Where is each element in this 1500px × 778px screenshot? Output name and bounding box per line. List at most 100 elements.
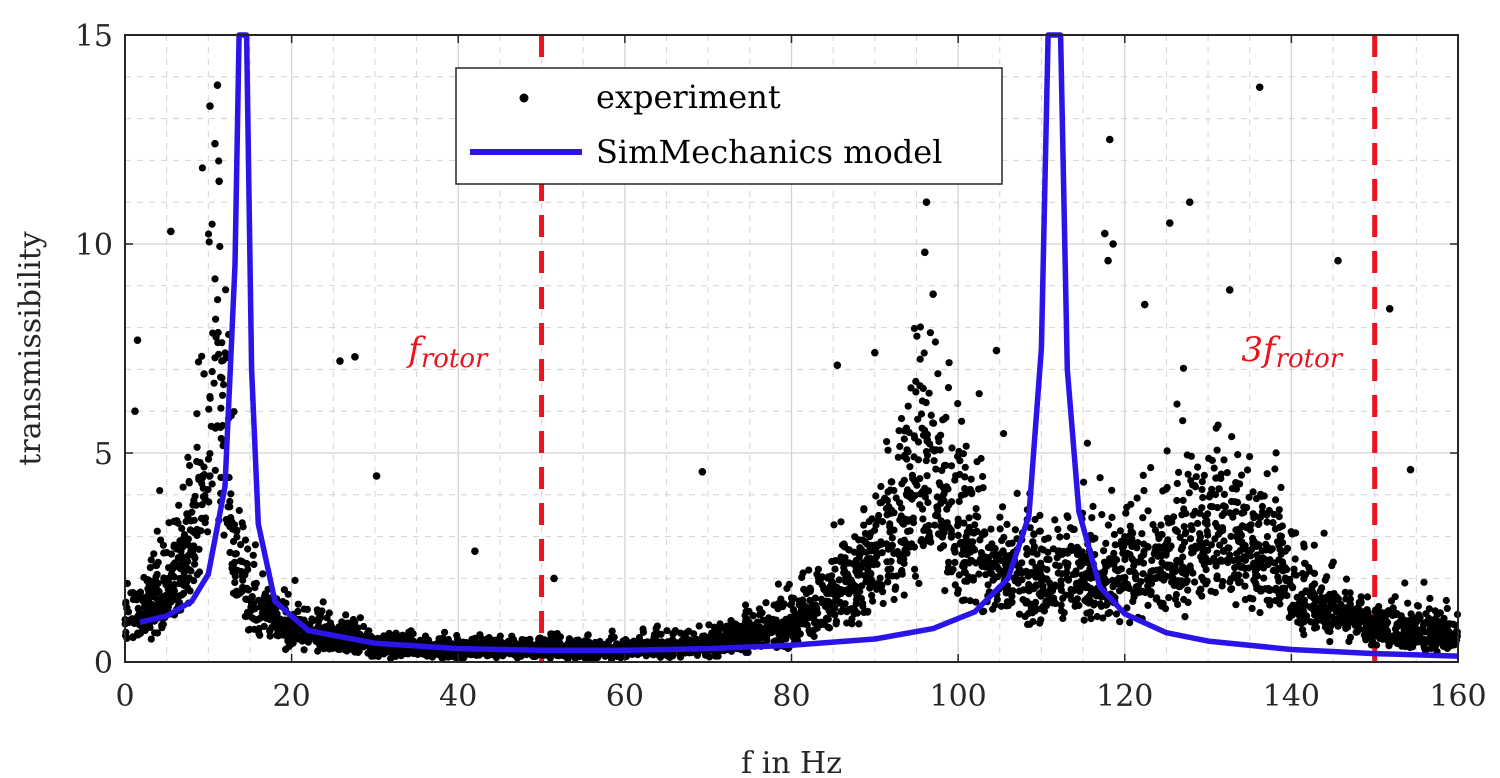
experiment-point [1176, 533, 1184, 542]
experiment-point [1323, 573, 1331, 581]
experiment-point [1393, 609, 1401, 618]
experiment-point [996, 525, 1004, 533]
experiment-point [484, 635, 492, 644]
experiment-point [1198, 504, 1206, 512]
experiment-point [881, 494, 889, 502]
x-tick-label: 120 [1096, 679, 1153, 714]
experiment-point [1100, 569, 1108, 577]
experiment-point [900, 476, 908, 484]
experiment-point [356, 614, 364, 622]
experiment-point [178, 524, 186, 533]
experiment-point [790, 626, 798, 634]
experiment-point [837, 558, 845, 566]
experiment-point [1187, 452, 1195, 460]
experiment-point [907, 384, 915, 392]
experiment-point [1198, 592, 1206, 600]
experiment-point [877, 540, 886, 548]
experiment-point [1427, 621, 1435, 629]
experiment-point [1123, 580, 1131, 588]
experiment-point [193, 457, 201, 466]
experiment-point [306, 621, 314, 629]
experiment-point [1100, 576, 1108, 584]
experiment-point [1116, 527, 1124, 535]
experiment-point [800, 611, 809, 619]
experiment-point [1251, 564, 1259, 572]
experiment-point [194, 358, 203, 366]
experiment-point [1358, 617, 1366, 626]
experiment-point [1329, 558, 1337, 566]
experiment-point [1072, 600, 1080, 608]
experiment-point [1170, 513, 1178, 521]
legend-marker-experiment [519, 93, 529, 103]
experiment-point [1138, 530, 1146, 538]
experiment-point [1056, 533, 1064, 541]
experiment-point [1089, 502, 1097, 510]
experiment-point [266, 632, 274, 640]
experiment-point [758, 609, 766, 617]
experiment-point [1210, 464, 1218, 472]
experiment-point [833, 583, 841, 591]
experiment-point [491, 636, 499, 644]
experiment-point [1082, 570, 1090, 578]
experiment-point [904, 402, 912, 410]
experiment-point [198, 501, 206, 509]
experiment-point [1283, 566, 1291, 574]
experiment-point [1130, 562, 1138, 570]
experiment-point [1184, 470, 1192, 478]
experiment-point [998, 536, 1006, 545]
experiment-point [859, 602, 867, 611]
experiment-point [1104, 521, 1112, 529]
experiment-point [944, 564, 953, 572]
experiment-point [1067, 524, 1075, 532]
experiment-point [803, 621, 811, 629]
experiment-point [1196, 537, 1204, 545]
experiment-point [1227, 497, 1236, 506]
experiment-point [1223, 469, 1231, 477]
experiment-point [1301, 559, 1309, 568]
experiment-point [205, 238, 213, 246]
experiment-point [467, 651, 475, 659]
experiment-point [955, 447, 963, 456]
experiment-point [1102, 539, 1110, 548]
experiment-point [229, 562, 237, 570]
experiment-point [330, 625, 338, 634]
experiment-point [916, 355, 924, 363]
experiment-point [338, 618, 346, 626]
experiment-point [932, 446, 940, 454]
experiment-point [1164, 536, 1172, 544]
experiment-point [874, 516, 882, 524]
experiment-point [131, 407, 139, 416]
experiment-point [1172, 527, 1180, 535]
experiment-point [783, 625, 791, 634]
experiment-point [635, 634, 644, 642]
experiment-point [845, 559, 854, 567]
experiment-point [1255, 83, 1264, 92]
experiment-point [848, 615, 856, 623]
experiment-point [1357, 593, 1365, 601]
experiment-point [855, 620, 863, 628]
experiment-point [1061, 559, 1069, 567]
experiment-point [1256, 585, 1264, 593]
experiment-point [1117, 565, 1125, 573]
experiment-point [1227, 532, 1235, 541]
experiment-point [270, 621, 278, 629]
experiment-point [1234, 451, 1242, 459]
experiment-point [1241, 556, 1250, 564]
experiment-point [1238, 471, 1246, 479]
experiment-point [1275, 506, 1283, 514]
experiment-point [852, 563, 860, 571]
experiment-point [1011, 526, 1020, 534]
experiment-point [1341, 588, 1349, 596]
experiment-point [200, 370, 208, 378]
experiment-point [887, 565, 895, 573]
experiment-point [932, 465, 940, 473]
experiment-point [876, 574, 884, 582]
experiment-point [1179, 417, 1187, 425]
experiment-point [877, 482, 885, 491]
experiment-point [851, 582, 860, 590]
experiment-point [975, 570, 983, 578]
experiment-point [972, 505, 980, 513]
experiment-point [811, 594, 820, 602]
experiment-point [1189, 548, 1197, 556]
experiment-point [233, 533, 241, 541]
